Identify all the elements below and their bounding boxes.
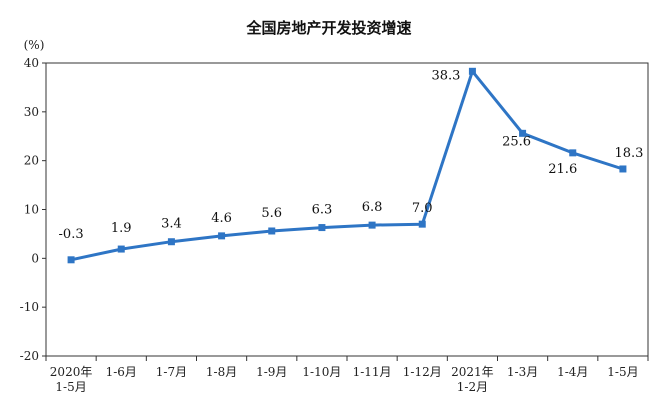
data-point bbox=[117, 245, 125, 253]
x-tick-label: 1-9月 bbox=[256, 365, 287, 379]
x-tick-label: 1-5月 bbox=[55, 380, 86, 394]
x-tick-label: 1-7月 bbox=[156, 365, 187, 379]
x-tick-label: 1-12月 bbox=[403, 365, 442, 379]
data-point bbox=[268, 227, 276, 235]
y-axis-unit: (%) bbox=[24, 38, 45, 52]
data-label: 6.8 bbox=[362, 200, 383, 215]
data-label: -0.3 bbox=[59, 227, 84, 242]
data-point bbox=[218, 232, 226, 240]
data-label: 1.9 bbox=[111, 221, 132, 236]
x-tick-label: 2021年 bbox=[451, 365, 494, 379]
y-tick-label: 10 bbox=[24, 203, 39, 217]
data-label: 5.6 bbox=[261, 206, 282, 221]
data-point bbox=[418, 220, 426, 228]
y-tick-label: -20 bbox=[20, 349, 39, 363]
data-point bbox=[569, 149, 577, 157]
y-tick-label: 30 bbox=[24, 105, 39, 119]
x-tick-label: 1-3月 bbox=[507, 365, 538, 379]
data-label: 4.6 bbox=[211, 211, 232, 226]
x-tick-label: 1-6月 bbox=[106, 365, 137, 379]
x-tick-label: 2020年 bbox=[50, 365, 93, 379]
x-tick-label: 1-8月 bbox=[206, 365, 237, 379]
y-tick-label: 0 bbox=[31, 251, 39, 265]
chart-title: 全国房地产开发投资增速 bbox=[245, 19, 411, 37]
data-point bbox=[167, 238, 175, 246]
data-label: 6.3 bbox=[312, 203, 333, 218]
data-point bbox=[468, 67, 476, 75]
x-tick-label: 1-11月 bbox=[353, 365, 392, 379]
x-tick-label: 1-2月 bbox=[457, 380, 488, 394]
x-tick-label: 1-4月 bbox=[557, 365, 588, 379]
data-point bbox=[67, 256, 75, 264]
x-tick-label: 1-5月 bbox=[607, 365, 638, 379]
data-point bbox=[519, 129, 527, 137]
data-label: 25.6 bbox=[502, 134, 531, 149]
data-point bbox=[619, 165, 627, 173]
y-tick-label: -10 bbox=[20, 300, 39, 314]
x-tick-label: 1-10月 bbox=[302, 365, 341, 379]
data-label: 38.3 bbox=[431, 68, 460, 83]
data-point bbox=[318, 224, 326, 232]
y-tick-label: 40 bbox=[24, 56, 39, 70]
data-label: 7.0 bbox=[412, 201, 433, 216]
y-tick-label: 20 bbox=[24, 154, 39, 168]
data-label: 18.3 bbox=[614, 146, 643, 161]
series-line bbox=[70, 69, 624, 262]
plot-frame bbox=[45, 62, 649, 357]
data-label: 3.4 bbox=[161, 217, 182, 232]
data-point bbox=[368, 221, 376, 229]
data-label: 21.6 bbox=[548, 162, 577, 177]
